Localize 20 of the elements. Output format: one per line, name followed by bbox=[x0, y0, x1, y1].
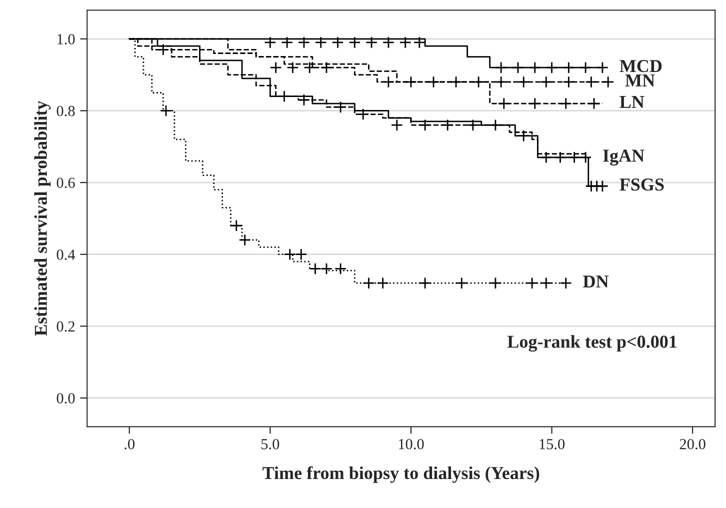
series-label: FSGS bbox=[620, 178, 664, 191]
y-tick-label: 0.0 bbox=[56, 393, 75, 404]
y-axis-title: Estimated survival probability bbox=[34, 100, 51, 336]
x-tick-label: 5.0 bbox=[262, 438, 280, 450]
annotation: Log-rank test p<0.001 bbox=[507, 335, 676, 352]
y-tick-label: 0.6 bbox=[56, 178, 75, 188]
y-tick-label: 1.0 bbox=[58, 34, 75, 44]
x-tick-label: 15.0 bbox=[540, 438, 565, 450]
x-tick-label: 10.0 bbox=[398, 438, 424, 450]
series-label: DN bbox=[583, 276, 609, 288]
x-tick-label: 20.0 bbox=[680, 438, 706, 450]
y-tick-label: 0.2 bbox=[56, 321, 74, 332]
x-tick-label: .0 bbox=[124, 438, 135, 450]
series-label: LN bbox=[620, 96, 644, 108]
y-tick-label: 0.8 bbox=[56, 106, 75, 116]
series-label: MN bbox=[625, 74, 655, 86]
series-label: MCD bbox=[620, 60, 662, 72]
y-tick-label: 0.4 bbox=[56, 249, 76, 260]
series-label: IgAN bbox=[603, 150, 644, 166]
x-axis-title: Time from biopsy to dialysis (Years) bbox=[262, 466, 540, 483]
